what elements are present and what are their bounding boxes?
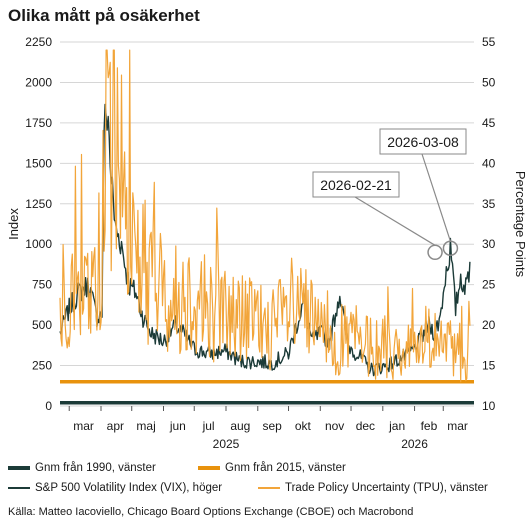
y-tick-right: 55 [482,35,496,49]
legend-label: Trade Policy Uncertainty (TPU), vänster [285,482,488,494]
x-tick-label: mar [73,419,94,433]
annotation-label: 2026-02-21 [320,177,392,193]
annotation-box [379,128,467,155]
x-tick-label: mar [447,419,468,433]
y-tick-left: 0 [45,399,52,413]
y-axis-title-left: Index [6,208,21,240]
y-tick-right: 40 [482,156,496,170]
y-tick-left: 1250 [25,197,52,211]
y-tick-left: 500 [32,318,52,332]
chart-plot: 0 250 500 750 1000 1250 1500 1750 2000 2250 10 15 20… [6,35,528,451]
y-tick-left: 2250 [25,35,52,49]
source-note: Källa: Matteo Iacoviello, Chicago Board … [8,506,414,518]
legend-item-vix: S&P 500 Volatility Index (VIX), höger [8,482,222,494]
series-line-3 [59,49,471,383]
x-tick-label: jun [169,419,186,433]
x-tick-label: aug [230,419,250,433]
x-year-label: 2026 [401,437,428,451]
annotation-leader [354,196,436,246]
y-tick-left: 2000 [25,75,52,89]
annotation-label: 2026-03-08 [387,134,459,150]
y-tick-right: 45 [482,116,496,130]
legend-swatch [258,487,280,489]
legend: Gnm från 1990, vänster Gnm från 2015, vä… [8,462,528,502]
y-tick-left: 750 [32,278,52,292]
x-tick-label: jan [388,419,405,433]
legend-label: S&P 500 Volatility Index (VIX), höger [35,482,223,494]
y-tick-left: 1500 [25,156,52,170]
y-tick-left: 1000 [25,237,52,251]
y-tick-right: 15 [482,359,496,373]
x-tick-label: apr [107,419,124,433]
x-tick-label: maj [136,419,155,433]
x-tick-label: okt [295,419,312,433]
legend-item-gnm-2015: Gnm från 2015, vänster [198,462,346,474]
x-tick-label: feb [421,419,438,433]
y-tick-right: 20 [482,318,496,332]
y-tick-left: 1750 [25,116,52,130]
y-tick-left: 250 [32,359,52,373]
legend-label: Gnm från 2015, vänster [225,462,346,474]
annotation-box [312,171,400,198]
y-axis-title-right: Percentage Points [513,171,528,278]
y-tick-right: 10 [482,399,496,413]
x-tick-label: jul [202,419,215,433]
y-tick-right: 30 [482,237,496,251]
x-tick-label: dec [356,419,375,433]
legend-item-tpu: Trade Policy Uncertainty (TPU), vänster [258,482,488,494]
y-tick-right: 50 [482,75,496,89]
legend-swatch [8,487,30,489]
annotation-marker [427,244,443,261]
chart-title: Olika mått på osäkerhet [8,6,200,25]
legend-swatch [198,466,220,470]
y-tick-right: 25 [482,278,496,292]
legend-item-gnm-1990: Gnm från 1990, vänster [8,462,156,474]
x-tick-label: sep [262,419,282,433]
x-tick-label: nov [325,419,344,433]
legend-label: Gnm från 1990, vänster [35,462,156,474]
annotation-leader [421,153,452,242]
x-year-label: 2025 [213,437,240,451]
y-tick-right: 35 [482,197,496,211]
legend-swatch [8,466,30,470]
